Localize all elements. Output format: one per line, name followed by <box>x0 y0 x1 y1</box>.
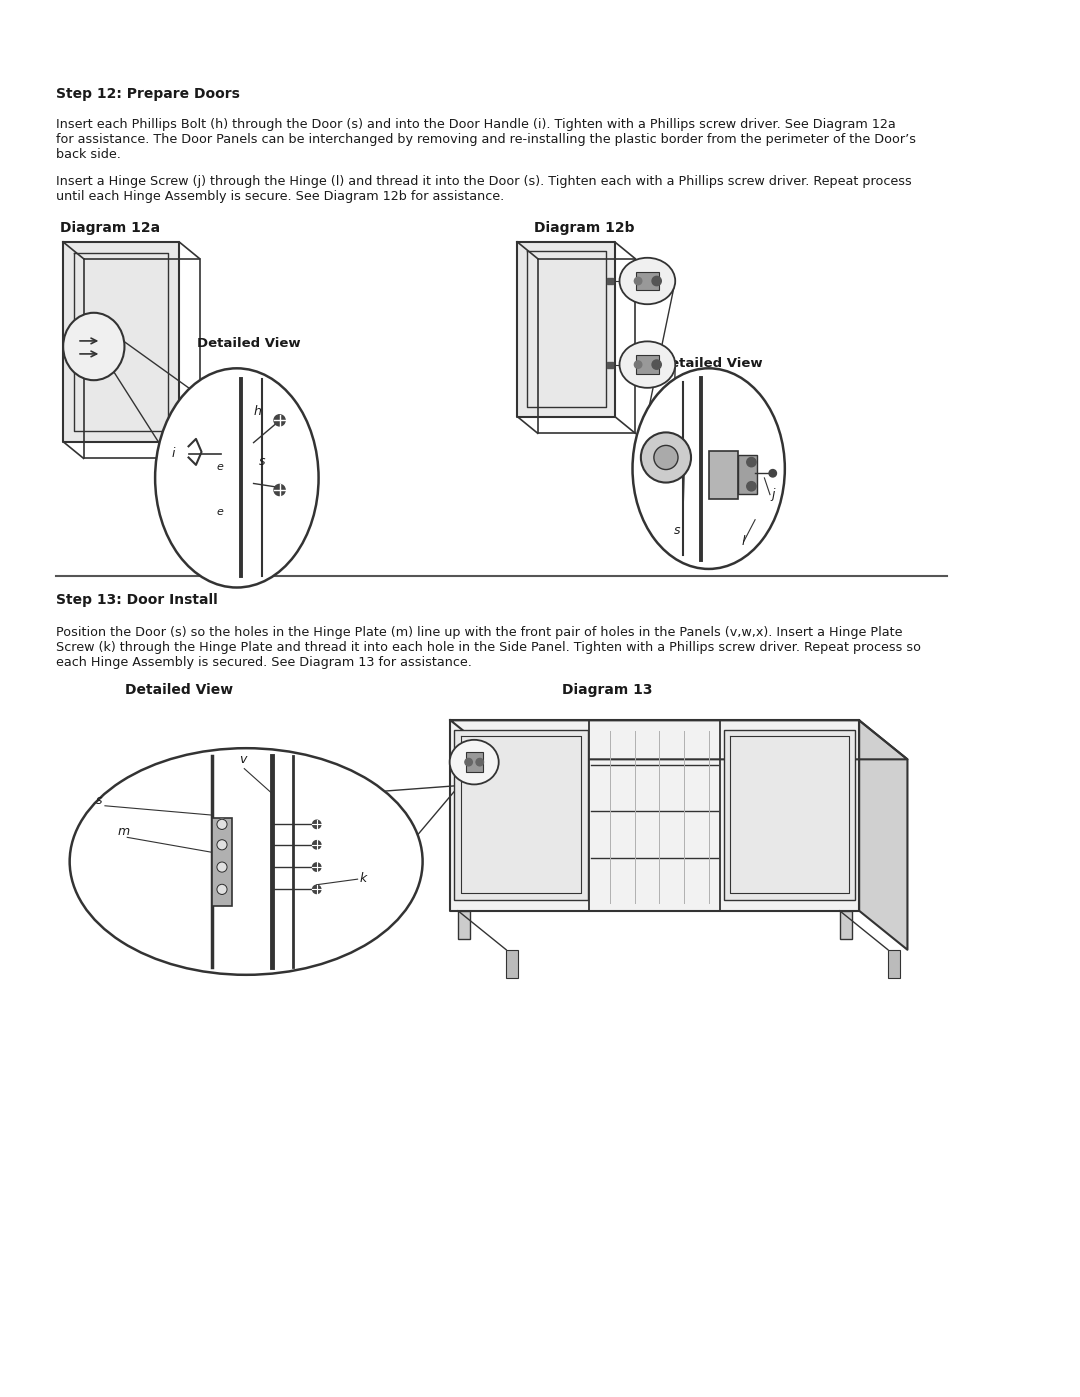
Ellipse shape <box>620 258 675 305</box>
Circle shape <box>274 485 285 496</box>
Text: i: i <box>172 447 175 461</box>
Text: Diagram 12a: Diagram 12a <box>60 221 161 235</box>
Text: Detailed View: Detailed View <box>125 683 233 697</box>
Text: Insert each Phillips Bolt (h) through the Door (s) and into the Door Handle (i).: Insert each Phillips Bolt (h) through th… <box>56 117 916 161</box>
Ellipse shape <box>69 749 422 975</box>
Text: j: j <box>772 489 775 502</box>
Circle shape <box>746 457 756 467</box>
Circle shape <box>464 759 472 766</box>
Text: s: s <box>96 793 103 807</box>
Bar <box>465 752 483 773</box>
Bar <box>63 242 179 441</box>
Circle shape <box>640 433 691 482</box>
Circle shape <box>746 482 756 490</box>
Text: m: m <box>118 826 130 838</box>
Circle shape <box>312 863 321 872</box>
Circle shape <box>652 277 661 285</box>
Polygon shape <box>450 721 859 911</box>
Ellipse shape <box>633 369 785 569</box>
Text: e: e <box>216 462 224 472</box>
Circle shape <box>312 820 321 828</box>
Text: e: e <box>216 507 224 517</box>
Bar <box>708 451 739 499</box>
Circle shape <box>769 469 777 476</box>
Circle shape <box>476 759 484 766</box>
Bar <box>636 355 659 374</box>
Text: Insert a Hinge Screw (j) through the Hinge (l) and thread it into the Door (s). : Insert a Hinge Screw (j) through the Hin… <box>56 175 912 203</box>
Bar <box>724 729 855 900</box>
Text: s: s <box>259 455 266 468</box>
Text: Position the Door (s) so the holes in the Hinge Plate (m) line up with the front: Position the Door (s) so the holes in th… <box>56 626 921 669</box>
Circle shape <box>312 886 321 894</box>
Bar <box>739 454 757 493</box>
Text: k: k <box>360 872 367 884</box>
Text: h: h <box>254 405 261 418</box>
Polygon shape <box>859 721 907 950</box>
Circle shape <box>652 360 661 369</box>
Ellipse shape <box>449 740 499 784</box>
Bar <box>455 729 588 900</box>
Ellipse shape <box>63 313 124 380</box>
Circle shape <box>634 360 642 369</box>
Text: Step 13: Door Install: Step 13: Door Install <box>56 594 217 608</box>
Circle shape <box>653 446 678 469</box>
Circle shape <box>217 884 227 894</box>
Bar <box>458 911 470 939</box>
Bar <box>517 242 615 416</box>
Circle shape <box>217 862 227 872</box>
Ellipse shape <box>620 341 675 388</box>
Text: v: v <box>239 753 246 766</box>
Bar <box>888 950 900 978</box>
Bar <box>636 272 659 291</box>
Circle shape <box>312 841 321 849</box>
Bar <box>839 911 852 939</box>
Text: s: s <box>673 524 680 536</box>
Text: Diagram 13: Diagram 13 <box>562 683 652 697</box>
Bar <box>507 950 518 978</box>
Text: Diagram 12b: Diagram 12b <box>534 221 635 235</box>
Circle shape <box>274 415 285 426</box>
Bar <box>212 817 232 907</box>
Circle shape <box>634 277 642 285</box>
Polygon shape <box>450 721 907 760</box>
Ellipse shape <box>156 369 319 588</box>
Text: Detailed View: Detailed View <box>660 358 764 370</box>
Text: Detailed View: Detailed View <box>197 337 300 349</box>
Text: Step 12: Prepare Doors: Step 12: Prepare Doors <box>56 87 240 101</box>
Text: l: l <box>741 535 745 548</box>
Circle shape <box>217 819 227 830</box>
Circle shape <box>217 840 227 849</box>
